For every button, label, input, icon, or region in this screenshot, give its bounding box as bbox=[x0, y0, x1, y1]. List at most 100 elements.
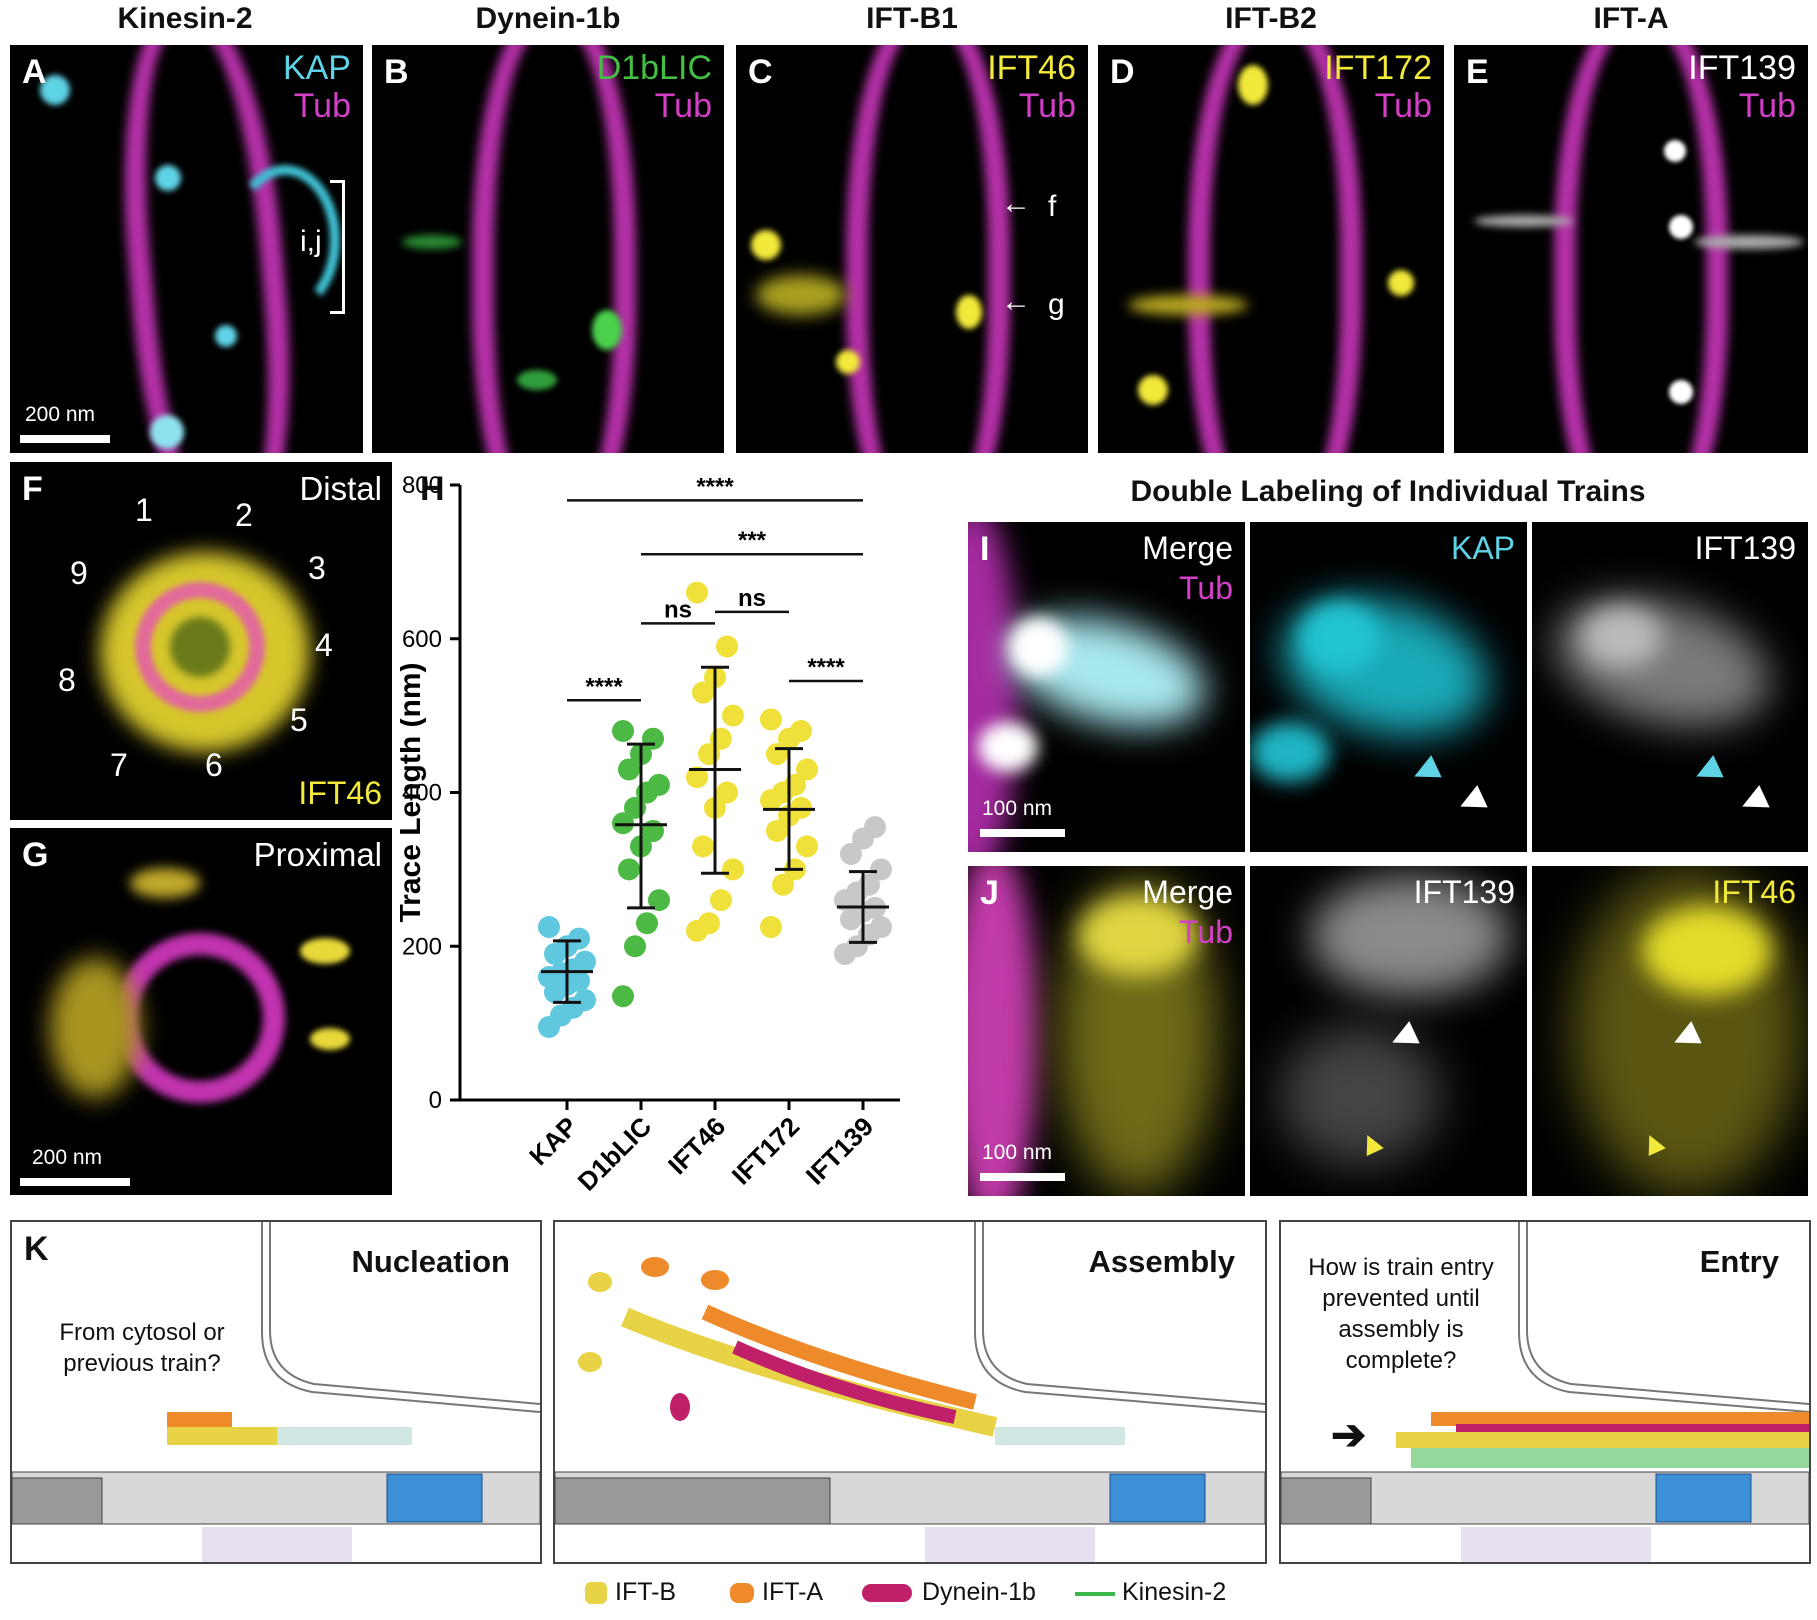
arrow-f-icon: ← bbox=[1001, 187, 1031, 220]
channel-label-d1blic: D1bLIC bbox=[596, 49, 712, 87]
panel-j-ift46: IFT46 ◀ ▲ bbox=[1532, 866, 1808, 1196]
ift172-spot bbox=[1388, 270, 1414, 296]
legend-dynein-icon bbox=[862, 1584, 912, 1602]
scale-bar-label: 100 nm bbox=[982, 797, 1053, 820]
data-point bbox=[710, 727, 732, 750]
data-point bbox=[642, 819, 664, 842]
ift172-spot bbox=[1138, 375, 1168, 405]
significance-label: ns bbox=[738, 585, 766, 612]
data-point bbox=[716, 635, 738, 658]
panel-j-merge: J Merge Tub 100 nm bbox=[968, 866, 1245, 1196]
arrow-g-icon: ← bbox=[1001, 285, 1031, 318]
scale-bar bbox=[20, 435, 110, 443]
data-point bbox=[760, 708, 782, 731]
kap-signal bbox=[1300, 602, 1380, 672]
panel-k-assembly: Assembly bbox=[553, 1220, 1267, 1564]
double-labeling-title: Double Labeling of Individual Trains bbox=[1130, 475, 1646, 508]
y-tick-label: 600 bbox=[402, 626, 442, 653]
panel-f-distal-label: Distal bbox=[299, 470, 382, 507]
significance-label: **** bbox=[696, 473, 734, 500]
ift46-spot bbox=[756, 275, 846, 315]
panel-j-ift139: IFT139 ◀ ▲ bbox=[1250, 866, 1527, 1196]
ift139-label: IFT139 bbox=[1413, 874, 1515, 910]
tubule-signal bbox=[846, 45, 1010, 453]
x-tick-label: IFT46 bbox=[662, 1111, 731, 1180]
assembly-cartoon bbox=[555, 1222, 1265, 1562]
ift139-signal bbox=[1280, 1026, 1440, 1166]
ift46-spot bbox=[130, 868, 200, 898]
data-point bbox=[686, 581, 708, 604]
y-axis-label: Trace Length (nm) bbox=[400, 662, 427, 922]
kap-arc bbox=[230, 165, 340, 315]
data-point bbox=[766, 819, 788, 842]
tub-label: Tub bbox=[1179, 570, 1233, 606]
doublet-number-5: 5 bbox=[290, 702, 308, 738]
kap-spot bbox=[215, 325, 237, 347]
ift46-spot bbox=[50, 958, 140, 1098]
ift172-spot bbox=[1238, 65, 1268, 105]
panel-letter-i: I bbox=[980, 530, 990, 568]
y-tick-label: 0 bbox=[429, 1087, 442, 1114]
panel-i-ift139: IFT139 ◀ ◀ bbox=[1532, 522, 1808, 852]
data-point bbox=[568, 927, 590, 950]
arrow-g-label: g bbox=[1048, 288, 1065, 321]
ift139-spot bbox=[1664, 140, 1686, 162]
doublet-number-8: 8 bbox=[58, 662, 76, 698]
entry-cartoon bbox=[1281, 1222, 1809, 1562]
doublet-number-7: 7 bbox=[110, 747, 128, 783]
doublet-number-2: 2 bbox=[235, 497, 253, 533]
entry-question: How is train entry prevented until assem… bbox=[1308, 1254, 1494, 1374]
train-signal bbox=[1008, 617, 1068, 677]
column-title-iftb2: IFT-B2 bbox=[1225, 2, 1317, 35]
panel-e-image: E IFT139 Tub bbox=[1454, 45, 1808, 453]
white-arrowhead-icon: ◀ bbox=[1733, 777, 1772, 821]
data-point bbox=[722, 704, 744, 727]
ift139-spot bbox=[1694, 235, 1804, 249]
white-arrowhead-icon: ◀ bbox=[1451, 777, 1490, 821]
channel-label-tub: Tub bbox=[1738, 87, 1796, 125]
panel-a-image: A KAP Tub i,j 200 nm bbox=[10, 45, 363, 453]
ring-center bbox=[170, 617, 230, 677]
channel-label-tub: Tub bbox=[293, 87, 351, 125]
data-point bbox=[796, 835, 818, 858]
data-point bbox=[710, 889, 732, 912]
significance-label: **** bbox=[807, 654, 845, 681]
panel-k-entry: Entry How is train entry prevented until… bbox=[1279, 1220, 1811, 1564]
ift139-signal bbox=[1310, 876, 1510, 996]
data-point bbox=[870, 916, 892, 939]
tubule-signal bbox=[1554, 45, 1728, 453]
entry-title: Entry bbox=[1699, 1244, 1779, 1279]
merge-label: Merge bbox=[1142, 530, 1233, 566]
legend-kinesin-icon bbox=[1075, 1592, 1115, 1596]
scale-bar bbox=[980, 829, 1065, 837]
ift46-spot bbox=[836, 350, 860, 374]
ift46-signal bbox=[1642, 906, 1772, 996]
nucleation-cartoon bbox=[12, 1222, 540, 1562]
scale-bar bbox=[20, 1178, 130, 1186]
data-point bbox=[716, 781, 738, 804]
data-point bbox=[772, 873, 794, 896]
data-point bbox=[612, 985, 634, 1008]
x-tick-label: D1bLIC bbox=[572, 1111, 658, 1197]
data-point bbox=[692, 835, 714, 858]
data-point bbox=[686, 766, 708, 789]
tubule-ring bbox=[115, 933, 285, 1103]
panel-letter-b: B bbox=[384, 53, 409, 91]
data-point bbox=[760, 916, 782, 939]
tubule-signal bbox=[968, 866, 1038, 1196]
data-point bbox=[790, 720, 812, 742]
data-point bbox=[636, 912, 658, 935]
data-point bbox=[574, 950, 596, 973]
arrow-right-icon: ➔ bbox=[1331, 1411, 1367, 1458]
y-tick-label: 400 bbox=[402, 780, 442, 807]
channel-label-kap: KAP bbox=[282, 49, 351, 87]
data-point bbox=[796, 758, 818, 781]
bracket-ij bbox=[330, 180, 345, 314]
channel-label-tub: Tub bbox=[1374, 87, 1432, 125]
panel-f-channel-label: IFT46 bbox=[298, 775, 382, 811]
panel-i-kap: KAP ◀ ◀ bbox=[1250, 522, 1527, 852]
data-point bbox=[618, 858, 640, 881]
nucleation-question: From cytosol or previous train? bbox=[59, 1319, 225, 1377]
data-point bbox=[648, 773, 670, 796]
